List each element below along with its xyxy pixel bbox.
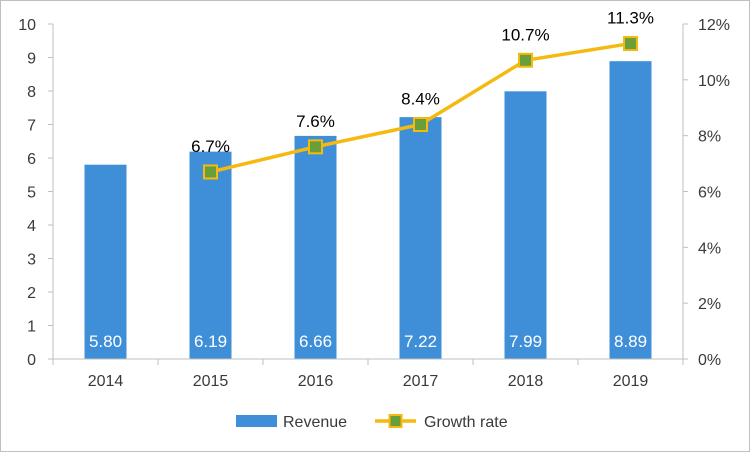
growth-marker-2015 (203, 164, 218, 180)
bar-value-label-2016: 6.66 (299, 332, 332, 351)
left-tick-label-10: 10 (18, 17, 36, 34)
left-tick-label-0: 0 (27, 352, 36, 369)
bar-value-label-2018: 7.99 (509, 332, 542, 351)
left-tick-label-7: 7 (27, 118, 36, 135)
left-tick-label-1: 1 (27, 319, 36, 336)
right-tick-label-2: 4% (698, 240, 721, 257)
bar-2019 (609, 61, 652, 360)
bar-2018 (504, 91, 547, 360)
bars-group: 5.80 6.19 6.66 7.22 7.99 8.89 (84, 61, 652, 360)
legend: Revenue Growth rate (236, 414, 508, 431)
growth-marker-2017 (413, 117, 428, 132)
growth-label-2019: 11.3% (607, 9, 654, 28)
left-tick-label-3: 3 (27, 252, 36, 269)
bar-2015 (189, 151, 232, 359)
x-tick-label-2017: 2017 (403, 373, 439, 390)
x-tick-label-2016: 2016 (298, 373, 334, 390)
left-tick-label-4: 4 (27, 218, 36, 235)
bar-2014 (84, 164, 127, 359)
x-tick-label-2015: 2015 (193, 373, 229, 390)
legend-revenue-label: Revenue (283, 414, 347, 431)
legend-growth-label: Growth rate (424, 414, 508, 431)
bar-2017 (399, 117, 442, 359)
right-tick-label-1: 2% (698, 296, 721, 313)
x-tick-label-2018: 2018 (508, 373, 544, 390)
growth-label-2018: 10.7% (501, 25, 549, 44)
bar-value-label-2017: 7.22 (404, 332, 437, 351)
right-tick-label-3: 6% (698, 185, 721, 202)
growth-label-2015: 6.7% (191, 137, 230, 156)
bar-value-label-2015: 6.19 (194, 332, 227, 351)
right-tick-label-4: 8% (698, 129, 721, 146)
growth-label-2017: 8.4% (401, 90, 440, 109)
legend-growth-marker (388, 414, 403, 428)
bar-value-label-2019: 8.89 (614, 332, 647, 351)
right-tick-label-0: 0% (698, 352, 721, 369)
x-tick-label-2019: 2019 (613, 373, 649, 390)
growth-marker-2016 (308, 139, 323, 155)
axes-group: 0 1 2 3 4 5 6 7 8 9 10 0% 2% 4% 6% 8% 10% 12% 2014 2015 2016… (18, 17, 730, 390)
left-tick-label-9: 9 (27, 51, 36, 68)
bar-value-label-2014: 5.80 (89, 332, 122, 351)
growth-marker-2018 (518, 52, 533, 68)
growth-marker-2019 (623, 36, 638, 52)
right-tick-label-5: 10% (698, 73, 730, 90)
left-tick-label-5: 5 (27, 185, 36, 202)
x-tick-label-2014: 2014 (88, 373, 124, 390)
left-tick-label-2: 2 (27, 285, 36, 302)
legend-revenue-swatch (236, 415, 277, 427)
bar-2016 (294, 135, 337, 359)
growth-label-2016: 7.6% (296, 112, 335, 131)
right-tick-label-6: 12% (698, 17, 730, 34)
left-tick-label-6: 6 (27, 151, 36, 168)
left-tick-label-8: 8 (27, 84, 36, 101)
growth-line-group: 6.7% 7.6% 8.4% 10.7% 11.3% (191, 9, 654, 180)
